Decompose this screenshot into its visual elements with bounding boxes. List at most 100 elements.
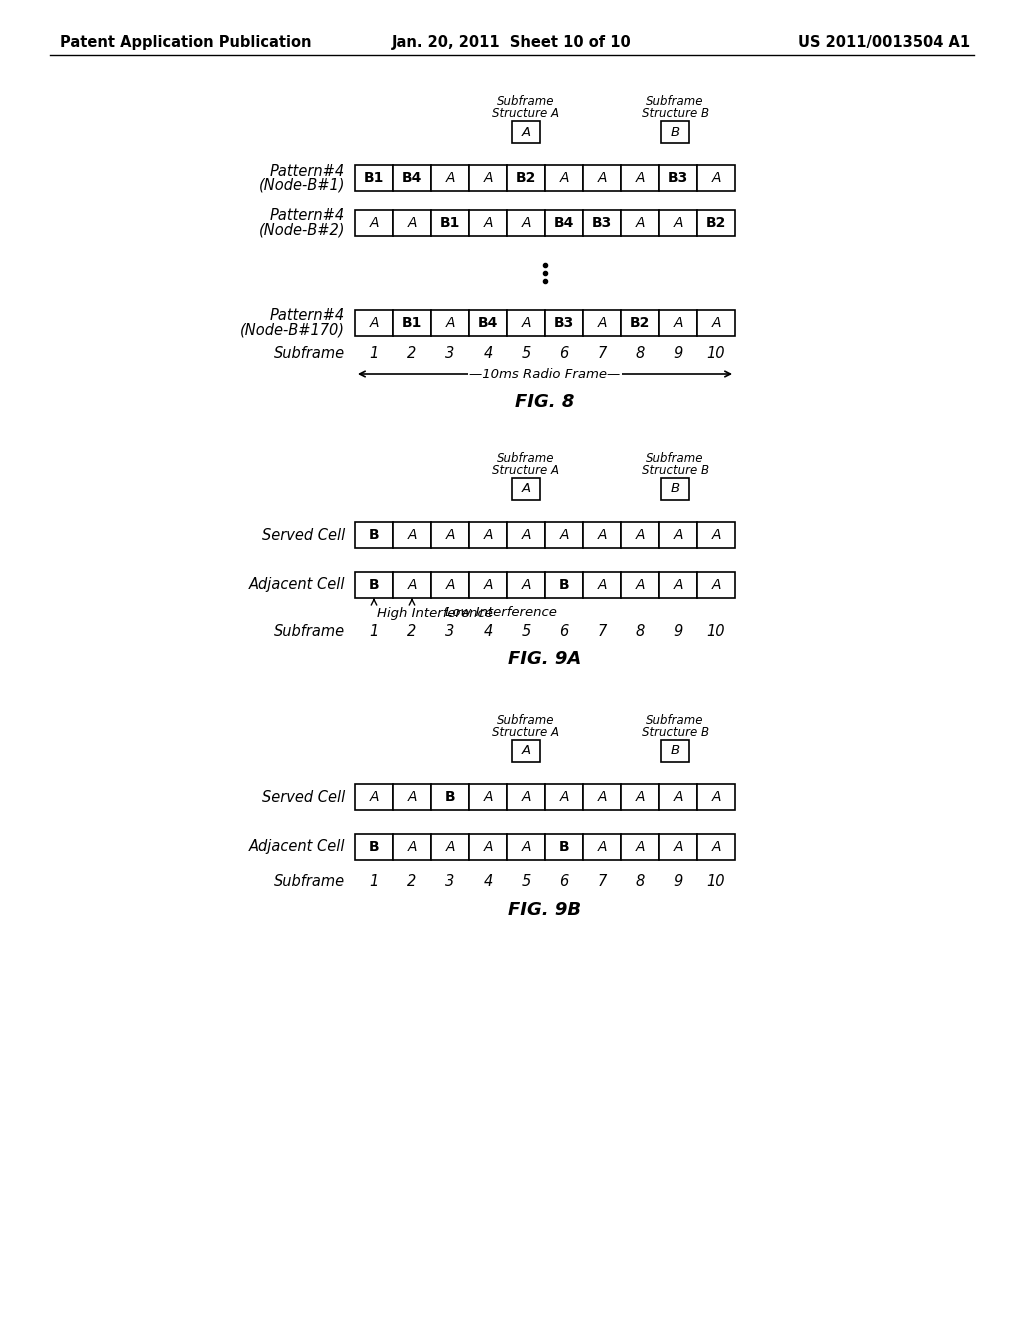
- Text: A: A: [521, 125, 530, 139]
- Text: B4: B4: [401, 172, 422, 185]
- Text: B: B: [369, 840, 379, 854]
- Text: A: A: [673, 315, 683, 330]
- Text: A: A: [445, 578, 455, 591]
- Text: A: A: [712, 578, 721, 591]
- FancyBboxPatch shape: [697, 834, 735, 861]
- FancyBboxPatch shape: [697, 572, 735, 598]
- Text: B4: B4: [478, 315, 499, 330]
- FancyBboxPatch shape: [659, 572, 697, 598]
- Text: FIG. 9A: FIG. 9A: [508, 649, 582, 668]
- Text: A: A: [712, 528, 721, 543]
- FancyBboxPatch shape: [545, 165, 583, 191]
- FancyBboxPatch shape: [355, 310, 393, 337]
- Text: (Node-B#2): (Node-B#2): [258, 223, 345, 238]
- Text: B3: B3: [592, 216, 612, 230]
- Text: 3: 3: [445, 346, 455, 362]
- Text: A: A: [483, 840, 493, 854]
- Text: 7: 7: [597, 623, 606, 639]
- FancyBboxPatch shape: [545, 210, 583, 236]
- Text: Subframe: Subframe: [646, 714, 703, 727]
- Text: 3: 3: [445, 874, 455, 890]
- Text: B: B: [559, 578, 569, 591]
- Text: A: A: [635, 172, 645, 185]
- Text: A: A: [559, 789, 568, 804]
- FancyBboxPatch shape: [545, 784, 583, 810]
- FancyBboxPatch shape: [659, 210, 697, 236]
- Text: A: A: [483, 528, 493, 543]
- FancyBboxPatch shape: [621, 521, 659, 548]
- FancyBboxPatch shape: [621, 834, 659, 861]
- FancyBboxPatch shape: [621, 210, 659, 236]
- FancyBboxPatch shape: [697, 210, 735, 236]
- FancyBboxPatch shape: [507, 165, 545, 191]
- Text: A: A: [483, 172, 493, 185]
- Text: B: B: [559, 840, 569, 854]
- FancyBboxPatch shape: [507, 572, 545, 598]
- FancyBboxPatch shape: [662, 121, 689, 143]
- Text: Subframe: Subframe: [273, 874, 345, 890]
- Text: 1: 1: [370, 623, 379, 639]
- Text: A: A: [673, 578, 683, 591]
- Text: 10: 10: [707, 874, 725, 890]
- FancyBboxPatch shape: [583, 834, 621, 861]
- Text: A: A: [370, 216, 379, 230]
- Text: A: A: [597, 789, 607, 804]
- Text: A: A: [521, 528, 530, 543]
- FancyBboxPatch shape: [355, 165, 393, 191]
- Text: Adjacent Cell: Adjacent Cell: [249, 840, 345, 854]
- Text: A: A: [597, 172, 607, 185]
- Text: 2: 2: [408, 623, 417, 639]
- Text: A: A: [635, 789, 645, 804]
- Text: 4: 4: [483, 346, 493, 362]
- Text: A: A: [408, 578, 417, 591]
- Text: A: A: [408, 789, 417, 804]
- FancyBboxPatch shape: [393, 521, 431, 548]
- Text: A: A: [521, 216, 530, 230]
- Text: Subframe: Subframe: [646, 451, 703, 465]
- FancyBboxPatch shape: [355, 521, 393, 548]
- Text: A: A: [521, 840, 530, 854]
- FancyBboxPatch shape: [469, 572, 507, 598]
- Text: 2: 2: [408, 346, 417, 362]
- Text: A: A: [712, 789, 721, 804]
- FancyBboxPatch shape: [512, 478, 540, 500]
- FancyBboxPatch shape: [469, 834, 507, 861]
- FancyBboxPatch shape: [583, 784, 621, 810]
- FancyBboxPatch shape: [621, 310, 659, 337]
- Text: A: A: [483, 216, 493, 230]
- Text: B1: B1: [440, 216, 460, 230]
- Text: B2: B2: [706, 216, 726, 230]
- Text: Pattern#4: Pattern#4: [270, 309, 345, 323]
- Text: A: A: [712, 315, 721, 330]
- FancyBboxPatch shape: [393, 834, 431, 861]
- FancyBboxPatch shape: [583, 572, 621, 598]
- Text: 6: 6: [559, 874, 568, 890]
- Text: Pattern#4: Pattern#4: [270, 164, 345, 178]
- FancyBboxPatch shape: [393, 784, 431, 810]
- Text: B2: B2: [630, 315, 650, 330]
- Text: 6: 6: [559, 623, 568, 639]
- Text: A: A: [597, 578, 607, 591]
- Text: A: A: [712, 172, 721, 185]
- Text: Subframe: Subframe: [273, 346, 345, 362]
- Text: Structure B: Structure B: [641, 726, 709, 739]
- FancyBboxPatch shape: [469, 784, 507, 810]
- FancyBboxPatch shape: [583, 521, 621, 548]
- Text: Subframe: Subframe: [498, 451, 555, 465]
- Text: A: A: [445, 172, 455, 185]
- Text: B1: B1: [364, 172, 384, 185]
- FancyBboxPatch shape: [659, 784, 697, 810]
- Text: A: A: [673, 216, 683, 230]
- Text: B: B: [369, 578, 379, 591]
- FancyBboxPatch shape: [469, 165, 507, 191]
- Text: Jan. 20, 2011  Sheet 10 of 10: Jan. 20, 2011 Sheet 10 of 10: [392, 34, 632, 49]
- Text: Structure A: Structure A: [493, 107, 559, 120]
- Text: Subframe: Subframe: [646, 95, 703, 108]
- Text: —10ms Radio Frame—: —10ms Radio Frame—: [469, 367, 621, 380]
- Text: Subframe: Subframe: [498, 714, 555, 727]
- Text: A: A: [712, 840, 721, 854]
- FancyBboxPatch shape: [697, 521, 735, 548]
- FancyBboxPatch shape: [393, 310, 431, 337]
- Text: A: A: [597, 315, 607, 330]
- Text: A: A: [408, 216, 417, 230]
